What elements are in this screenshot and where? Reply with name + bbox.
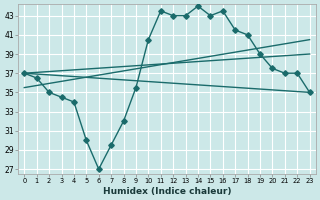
X-axis label: Humidex (Indice chaleur): Humidex (Indice chaleur): [103, 187, 231, 196]
